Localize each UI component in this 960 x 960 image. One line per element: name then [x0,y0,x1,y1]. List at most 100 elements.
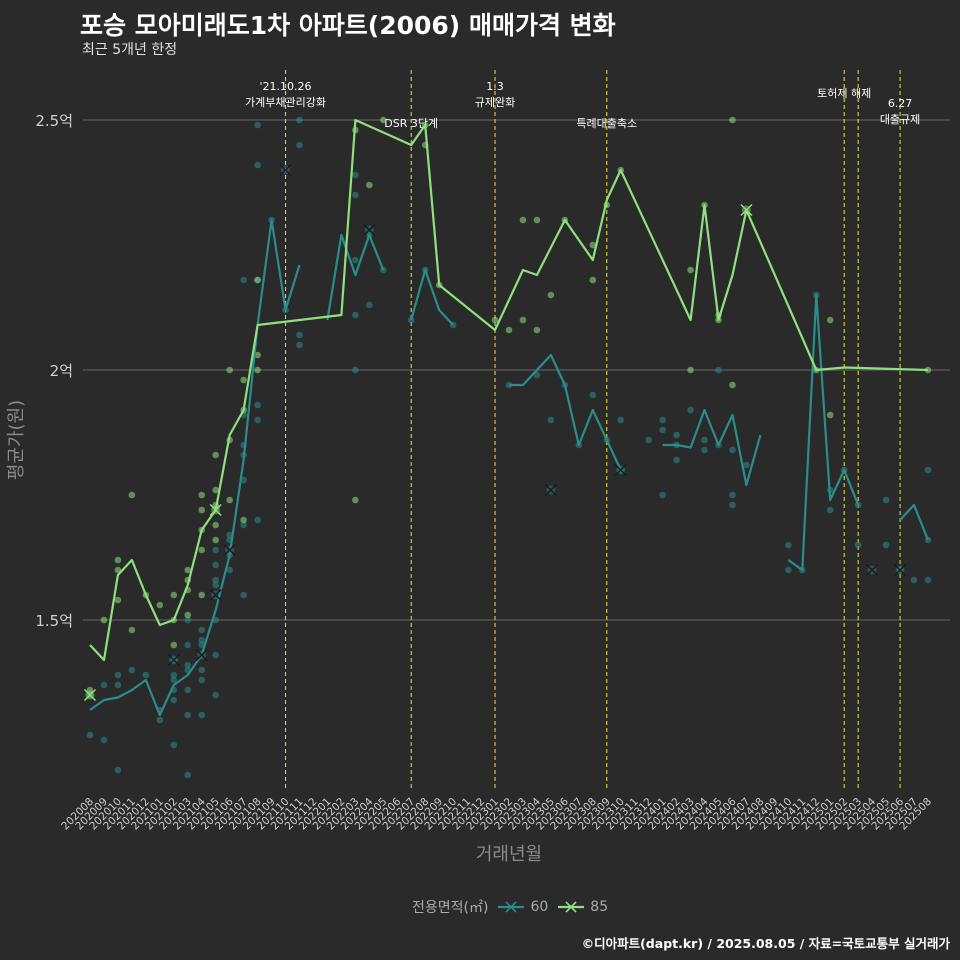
data-point-85 [128,626,136,634]
data-point-60 [785,541,792,549]
data-point-85 [170,641,178,649]
data-point-60 [659,491,666,499]
data-point-60 [198,626,206,634]
legend-title: 전용면적(㎡) [412,900,489,916]
series-line-60 [89,218,301,717]
data-point-60 [296,116,303,124]
data-point-60 [184,711,192,719]
data-point-60 [589,391,597,399]
data-point-60 [743,461,750,469]
legend-key-85-icon [558,901,585,913]
data-point-60 [254,161,261,169]
event-label: 가계부채관리강화 [245,96,326,109]
event-label: 특례대출축소 [576,117,637,130]
data-point-60 [212,691,219,699]
data-point-60 [296,331,303,339]
data-point-60 [673,456,680,464]
data-point-85 [240,376,247,384]
data-point-60 [701,436,708,444]
data-point-60 [240,591,247,599]
data-point-85 [184,566,192,574]
data-point-60 [198,676,206,684]
data-point-85 [533,326,541,334]
cross-point-85 [740,203,753,217]
data-point-85 [128,491,136,499]
x-axis-title: 거래년월 [476,844,542,865]
data-point-60 [114,671,122,679]
data-point-85 [184,611,192,619]
data-point-85 [226,366,233,374]
data-point-60 [366,301,373,309]
event-label: 규제완화 [475,96,515,109]
cross-point-60 [363,223,376,237]
data-point-60 [212,561,219,569]
data-point-60 [156,716,164,724]
data-point-60 [184,616,192,624]
data-point-85 [366,181,373,189]
data-point-60 [701,446,708,454]
data-point-60 [659,426,666,434]
data-point-60 [254,516,261,524]
data-point-60 [882,496,890,504]
data-point-85 [380,116,387,124]
data-point-85 [198,491,206,499]
legend-item-85: 85 [558,899,608,915]
cross-point-60 [894,563,907,577]
data-point-60 [715,366,722,374]
data-point-85 [533,216,541,224]
data-point-60 [212,546,219,554]
data-point-60 [617,416,625,424]
cross-point-60 [223,543,236,557]
y-axis-title: 평균가(원) [6,400,27,480]
data-point-85 [589,241,597,249]
data-point-60 [352,366,359,374]
data-point-60 [114,681,122,689]
data-point-60 [673,431,680,439]
series-line-60 [662,408,762,487]
y-tick-label: 2.5억 [35,112,73,130]
cross-point-60 [167,653,180,667]
data-point-85 [212,486,219,494]
data-point-85 [505,326,513,334]
series-line-60 [899,503,930,541]
data-point-85 [170,591,178,599]
event-label: DSR 3단계 [384,117,438,130]
data-point-60 [128,666,136,674]
data-point-85 [826,316,834,324]
data-point-85 [254,366,261,374]
data-point-60 [729,446,736,454]
cross-point-60 [195,648,208,662]
data-point-60 [212,576,219,584]
data-point-60 [240,521,247,529]
event-label: 대출규제 [880,113,920,126]
cross-point-85 [83,688,97,702]
data-point-60 [882,541,890,549]
data-point-60 [729,491,736,499]
data-point-60 [729,501,736,509]
data-point-60 [296,341,303,349]
data-point-60 [184,641,192,649]
data-point-85 [114,596,122,604]
data-point-85 [100,616,108,624]
data-point-60 [170,676,178,684]
series-line-60 [509,353,622,471]
cross-point-60 [544,483,557,497]
event-label: 6.27 [888,97,913,110]
data-point-85 [114,556,122,564]
data-point-85 [687,266,694,274]
cross-point-60 [209,588,222,602]
legend-label-85: 85 [590,899,609,915]
data-point-60 [184,686,192,694]
series-line-60 [326,233,385,321]
chart-subtitle: 최근 5개년 한정 [82,42,178,58]
data-point-60 [212,651,219,659]
data-point-85 [826,411,834,419]
chart-title: 포승 모아미래도1차 아파트(2006) 매매가격 변화 [80,11,616,40]
data-point-60 [170,696,178,704]
data-point-85 [240,516,247,524]
data-point-60 [687,406,694,414]
event-label: 1.3 [486,80,504,93]
data-point-60 [352,256,359,264]
data-point-60 [352,171,359,179]
data-point-60 [826,506,834,514]
